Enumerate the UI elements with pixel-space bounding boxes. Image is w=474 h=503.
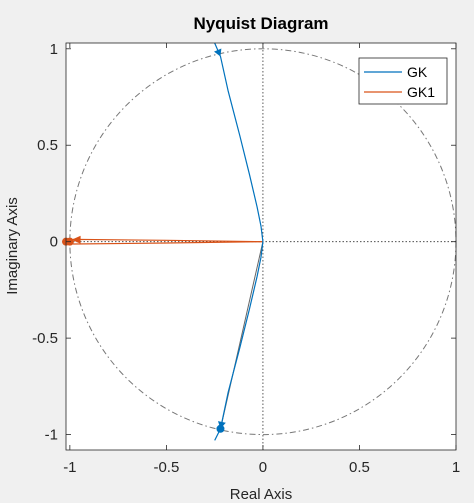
series-gk-line — [214, 42, 264, 441]
series-gk1-arrow — [71, 235, 81, 244]
y-tick-label: 0 — [50, 234, 58, 251]
legend: GK GK1 — [358, 57, 448, 105]
y-tick-label: -1 — [45, 427, 58, 444]
series-gk-arrow — [214, 48, 222, 57]
plot-frame — [65, 42, 457, 451]
y-tick-label: 1 — [50, 41, 58, 58]
chart-title: Nyquist Diagram — [193, 14, 328, 33]
y-axis-label: Imaginary Axis — [4, 197, 21, 295]
y-tick-label: -0.5 — [32, 330, 58, 347]
x-tick-label: 1 — [452, 459, 460, 476]
unit-circle — [69, 48, 457, 436]
legend-label-gk: GK — [407, 64, 428, 80]
x-tick-label: -1 — [63, 459, 76, 476]
x-tick-label: 0.5 — [349, 459, 370, 476]
x-tick-label: -0.5 — [153, 459, 179, 476]
legend-label-gk1: GK1 — [407, 84, 435, 100]
x-axis-label: Real Axis — [230, 486, 293, 503]
series-gk-marker — [216, 424, 225, 433]
legend-box — [358, 57, 448, 105]
y-tick-label: 0.5 — [37, 137, 58, 154]
x-tick-label: 0 — [259, 459, 267, 476]
